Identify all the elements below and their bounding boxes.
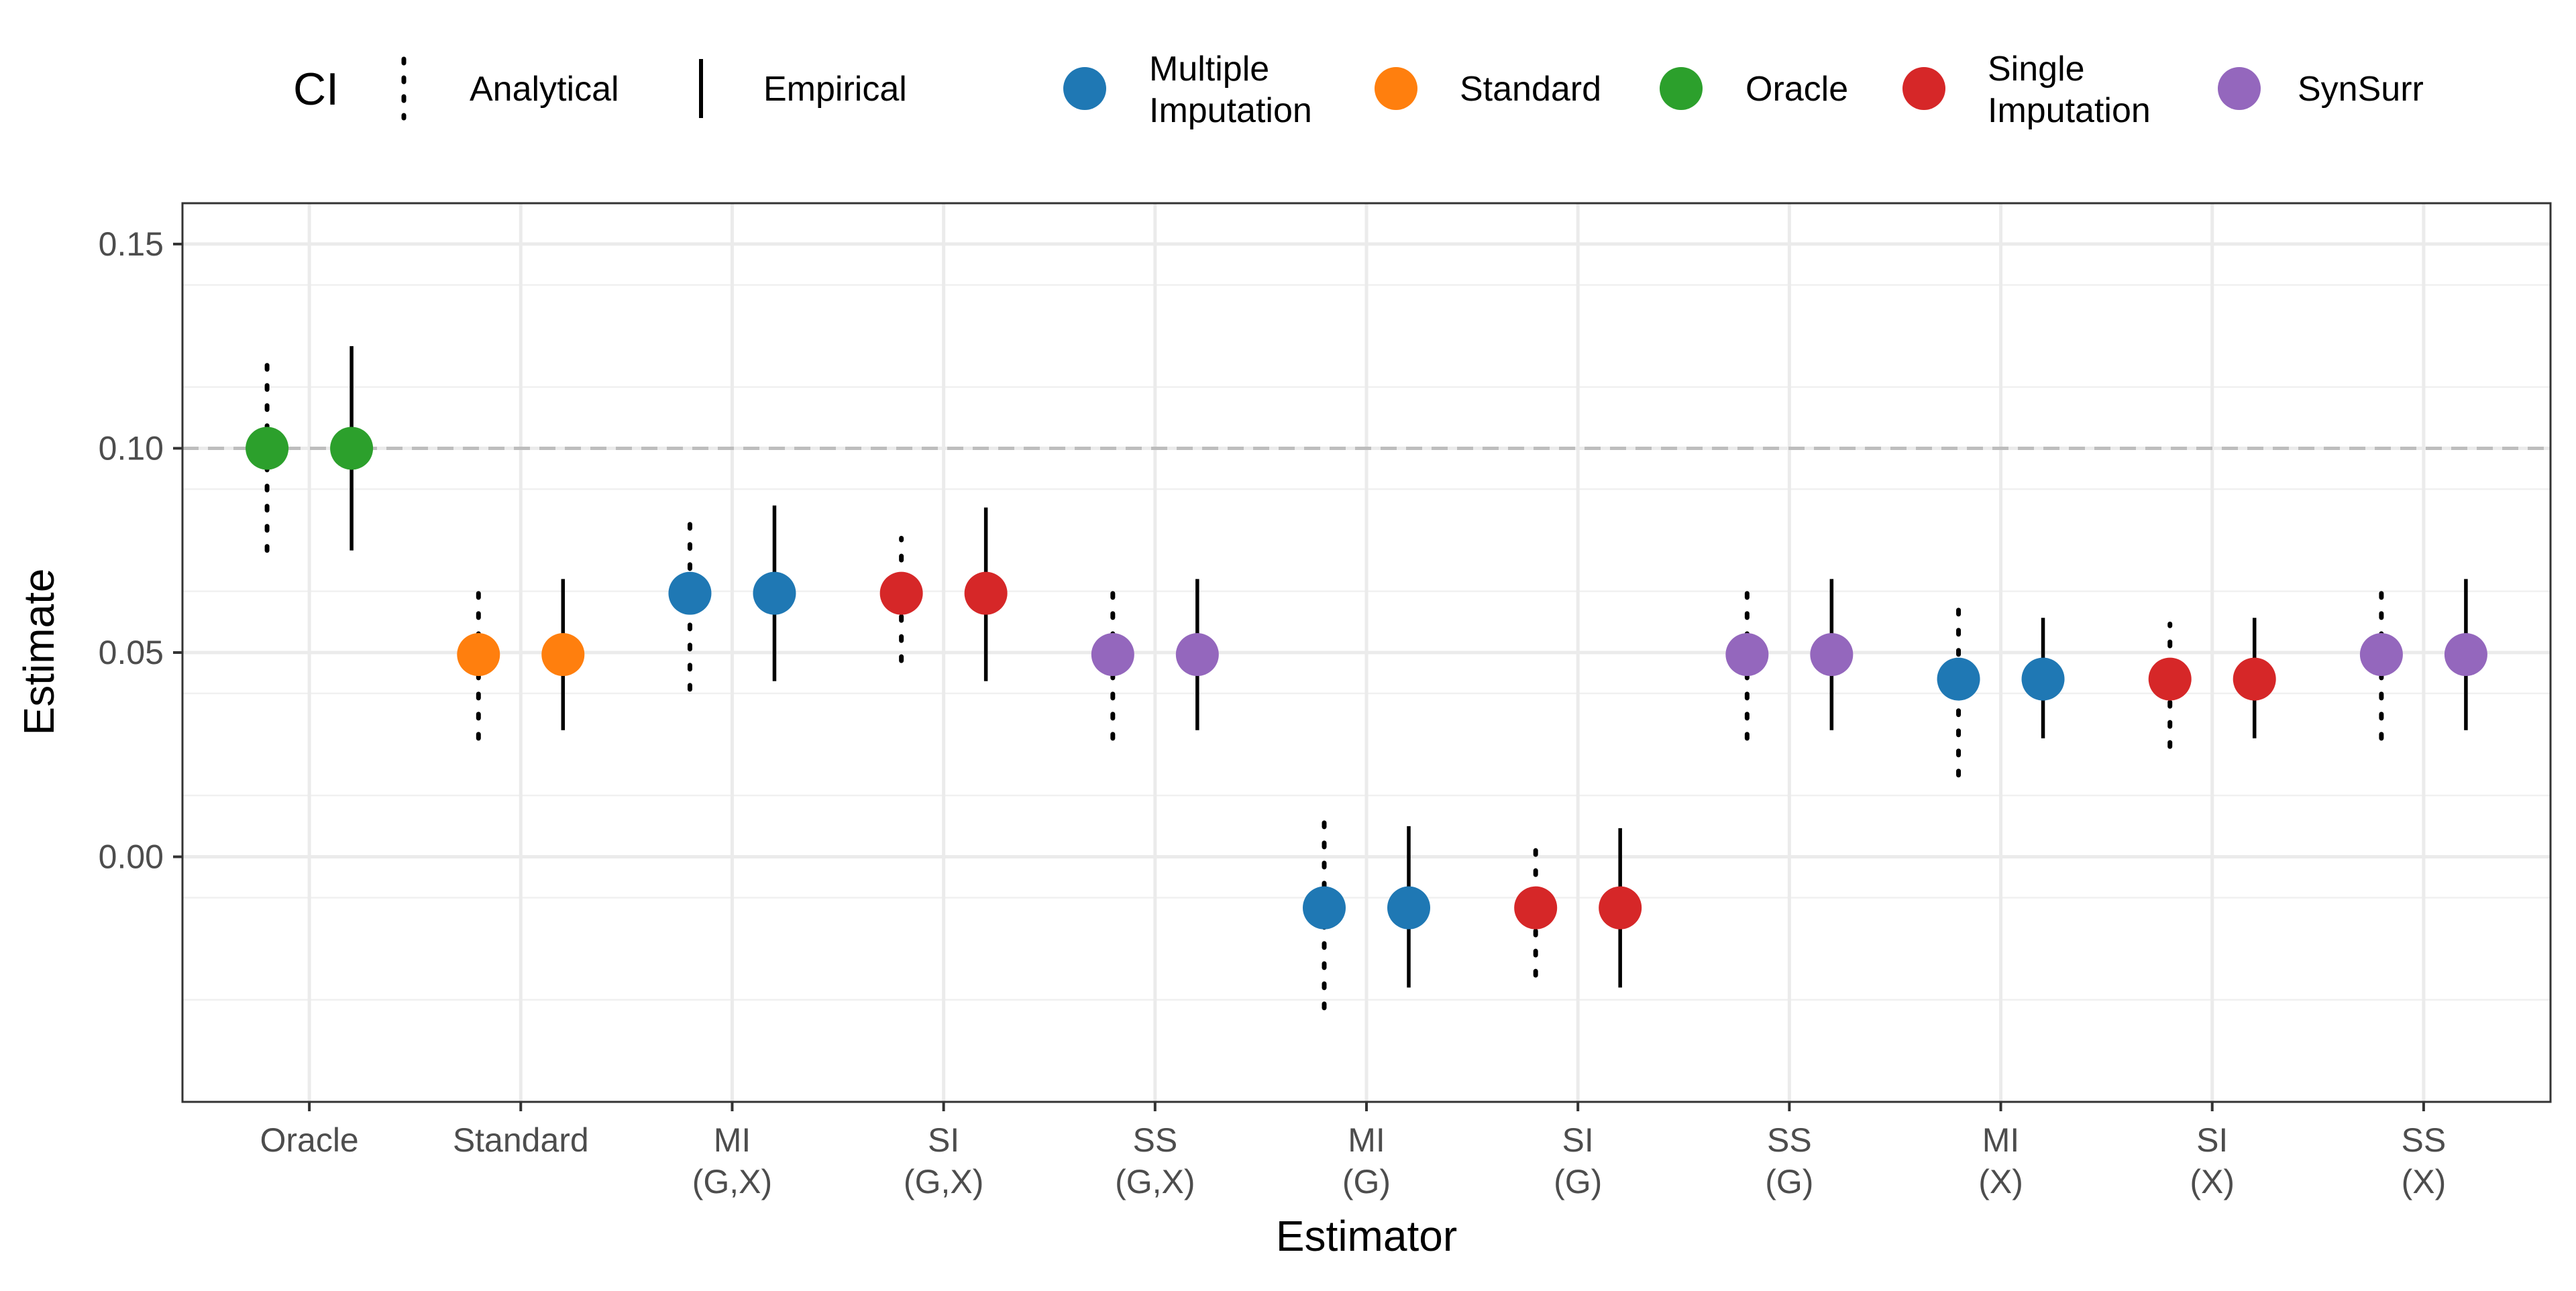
data-point — [668, 571, 712, 615]
legend-label-method: SynSurr — [2298, 70, 2424, 109]
legend-key-method — [2218, 67, 2261, 110]
data-point — [1725, 633, 1769, 677]
x-tick-label: SI (X) — [2190, 1121, 2235, 1200]
x-tick-label-line: (G) — [1342, 1163, 1391, 1200]
data-point — [1937, 657, 1980, 701]
x-tick-label-line: SI — [1562, 1121, 1594, 1159]
data-point — [2148, 657, 2192, 701]
x-tick-label-line: MI — [1348, 1121, 1385, 1159]
legend-label-method: Standard — [1460, 70, 1601, 109]
x-tick-label-line: (G) — [1765, 1163, 1813, 1200]
data-point — [1810, 633, 1854, 677]
legend-label-ci: Empirical — [763, 70, 907, 109]
legend-label-ci: Analytical — [470, 70, 619, 109]
data-point — [1387, 886, 1430, 930]
data-point — [541, 633, 585, 677]
x-tick-label-line: Standard — [453, 1121, 589, 1159]
x-tick-label: MI (X) — [1978, 1121, 2023, 1200]
legend-key-method — [1660, 67, 1703, 110]
y-axis-title: Estimate — [15, 569, 63, 736]
x-tick-label: MI (G,X) — [692, 1121, 772, 1200]
x-tick-label-line: MI — [714, 1121, 751, 1159]
x-tick-label-line: (X) — [2402, 1163, 2447, 1200]
data-point — [2021, 657, 2065, 701]
legend-label-line: Oracle — [1746, 70, 1848, 109]
y-tick-label: 0.15 — [99, 225, 164, 263]
x-tick-label: SS (G) — [1765, 1121, 1813, 1200]
x-tick-label: SI (G,X) — [904, 1121, 983, 1200]
y-tick-label: 0.10 — [99, 429, 164, 467]
legend-key-method — [1375, 67, 1417, 110]
data-series — [246, 346, 2487, 1011]
x-axis-title: Estimator — [1276, 1212, 1457, 1260]
legend-key-method — [1063, 67, 1106, 110]
x-tick-label: Oracle — [260, 1121, 358, 1159]
x-tick-label-line: SI — [2196, 1121, 2228, 1159]
legend-label-line: Imputation — [1988, 91, 2151, 130]
x-tick-label: MI (G) — [1342, 1121, 1391, 1200]
data-point — [2233, 657, 2276, 701]
x-tick-label-line: (G,X) — [904, 1163, 983, 1200]
data-point — [1514, 886, 1558, 930]
x-tick-label-line: SS — [1132, 1121, 1177, 1159]
x-tick-label-line: (X) — [1978, 1163, 2023, 1200]
x-tick-label-line: (G) — [1554, 1163, 1602, 1200]
y-tick-label: 0.05 — [99, 634, 164, 671]
legend-label-line: Standard — [1460, 70, 1601, 109]
legend-label-line: SynSurr — [2298, 70, 2424, 109]
legend-label-line: Imputation — [1149, 91, 1312, 130]
x-tick-label-line: (G,X) — [692, 1163, 772, 1200]
data-point — [879, 571, 923, 615]
data-point — [1091, 633, 1134, 677]
x-tick-label: SS (X) — [2402, 1121, 2447, 1200]
x-tick-label-line: (X) — [2190, 1163, 2235, 1200]
legend-label-method: Single Imputation — [1988, 50, 2151, 130]
legend-key-method — [1902, 67, 1945, 110]
x-tick-label-line: Oracle — [260, 1121, 358, 1159]
data-point — [457, 633, 500, 677]
data-point — [964, 571, 1008, 615]
legend-title-ci: CI — [293, 64, 339, 115]
legend-label-line: Single — [1988, 50, 2085, 89]
x-tick-label: Standard — [453, 1121, 589, 1159]
y-tick-label: 0.00 — [99, 838, 164, 876]
x-tick-label-line: SS — [2402, 1121, 2447, 1159]
x-tick-label-line: SI — [928, 1121, 959, 1159]
data-point — [330, 427, 374, 470]
data-point — [1599, 886, 1642, 930]
plot-area: 0.00 0.05 0.10 0.15 Oracle Standard MI (G,X) SI (… — [99, 202, 2552, 1200]
data-point — [246, 427, 289, 470]
legend-label-method: Multiple Imputation — [1149, 50, 1312, 130]
data-point — [1175, 633, 1219, 677]
legend-label-line: Multiple — [1149, 50, 1269, 89]
x-tick-label: SS (G,X) — [1115, 1121, 1195, 1200]
legend-label-method: Oracle — [1746, 70, 1848, 109]
x-tick-label-line: SS — [1767, 1121, 1812, 1159]
data-point — [2444, 633, 2487, 677]
data-point — [2359, 633, 2403, 677]
x-tick-label-line: MI — [1982, 1121, 2020, 1159]
data-point — [753, 571, 796, 615]
data-point — [1303, 886, 1346, 930]
x-tick-label-line: (G,X) — [1115, 1163, 1195, 1200]
x-tick-label: SI (G) — [1554, 1121, 1602, 1200]
